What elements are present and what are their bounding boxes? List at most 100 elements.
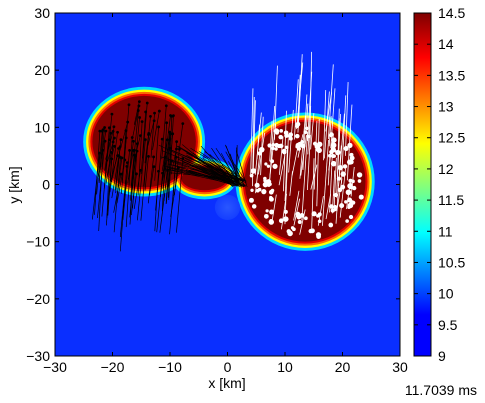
vector-arrow xyxy=(117,157,123,187)
vector-dot xyxy=(165,138,169,142)
vector-dot xyxy=(316,214,320,218)
vector-dot xyxy=(345,189,352,196)
vector-dot xyxy=(279,129,284,133)
vector-dot xyxy=(282,148,287,153)
vector-arrow xyxy=(217,168,236,181)
vector-arrow xyxy=(274,65,278,140)
vector-dot xyxy=(101,128,105,132)
vector-arrow xyxy=(250,88,254,175)
vector-arrow xyxy=(310,113,315,150)
vector-dot xyxy=(269,195,273,200)
vector-dot xyxy=(278,218,284,224)
vector-arrow xyxy=(133,170,141,210)
vector-arrow xyxy=(269,121,273,162)
x-tick-label: −30 xyxy=(43,359,67,375)
vector-dot xyxy=(107,126,111,130)
vector-dot xyxy=(147,133,150,137)
vector-arrow xyxy=(165,138,171,204)
x-tick-label: 10 xyxy=(277,359,293,375)
vector-dot xyxy=(297,220,302,225)
vector-dot xyxy=(342,164,348,169)
vector-dot xyxy=(284,133,289,138)
vector-dot xyxy=(306,134,310,139)
vector-dot xyxy=(168,132,172,136)
colorbar-tick-label: 12 xyxy=(438,161,454,177)
y-axis-label: y [km] xyxy=(6,166,22,203)
vector-dot xyxy=(303,130,308,135)
vector-dot xyxy=(168,137,172,141)
vector-arrow xyxy=(96,131,103,195)
vector-arrow xyxy=(167,116,173,198)
vector-dot xyxy=(278,134,283,140)
vector-dot xyxy=(267,143,272,148)
vector-arrow xyxy=(149,166,155,196)
y-tick-label: 30 xyxy=(34,5,50,21)
vector-arrow xyxy=(106,133,112,218)
vector-dot xyxy=(143,138,147,142)
vector-dot xyxy=(138,134,142,138)
vector-arrow xyxy=(116,159,126,204)
vector-arrow xyxy=(322,139,329,226)
vector-dot xyxy=(330,142,337,148)
x-tick-label: 0 xyxy=(224,359,232,375)
vector-arrow xyxy=(271,194,277,224)
vector-arrow xyxy=(339,168,346,218)
vector-dot xyxy=(270,159,275,164)
low-density-spot xyxy=(214,194,241,220)
vector-dot xyxy=(287,133,293,139)
vector-dot xyxy=(331,137,337,143)
vector-dot xyxy=(165,121,169,125)
colorbar-tick-label: 14 xyxy=(438,36,454,52)
vector-arrow xyxy=(300,134,307,176)
vector-dot xyxy=(317,219,322,224)
vector-dot xyxy=(330,160,337,167)
colorbar-tick-label: 10.5 xyxy=(438,254,465,270)
vector-arrow xyxy=(278,136,284,175)
vector-arrow xyxy=(221,164,243,180)
vector-dot xyxy=(311,211,317,217)
colorbar-tick-label: 13.5 xyxy=(438,67,465,83)
vector-arrow xyxy=(309,51,312,143)
vector-dot xyxy=(330,208,335,213)
vector-arrow xyxy=(260,116,264,176)
colorbar: 9 9.5 10 10.5 11 11.5 12 12.5 13 13.5 14 14.5 xyxy=(413,5,465,364)
vector-arrow xyxy=(122,150,130,221)
vector-dot xyxy=(111,140,115,144)
vector-arrow xyxy=(97,130,107,178)
vector-dot xyxy=(103,126,106,129)
vector-dot xyxy=(157,169,160,173)
vector-arrow xyxy=(156,173,163,233)
vector-dot xyxy=(305,126,309,131)
vector-dot xyxy=(300,139,305,144)
vector-arrow xyxy=(284,147,288,202)
vector-arrow xyxy=(209,168,247,184)
vector-dot xyxy=(160,137,164,141)
vector-arrow xyxy=(129,155,135,225)
vector-dot xyxy=(254,182,260,188)
vector-arrow xyxy=(254,112,262,175)
x-axis-ticks: −30 −20 −10 0 10 20 30 xyxy=(43,13,408,375)
vector-arrow xyxy=(278,155,286,186)
colorbar-ticks: 9 9.5 10 10.5 11 11.5 12 12.5 13 13.5 14 14.5 xyxy=(414,5,465,364)
vector-dot xyxy=(123,158,127,162)
vector-arrow xyxy=(167,148,245,181)
vector-arrow xyxy=(168,115,174,201)
vector-dot xyxy=(152,165,156,169)
vector-dot xyxy=(344,200,348,204)
vector-dot xyxy=(270,188,275,193)
colorbar-tick-label: 10 xyxy=(438,286,454,302)
colorbar-tick-label: 13 xyxy=(438,99,454,115)
vector-dot xyxy=(110,112,114,116)
x-axis-label: x [km] xyxy=(208,375,245,391)
vector-arrow xyxy=(187,165,237,187)
vector-dot xyxy=(144,110,148,114)
vector-dot xyxy=(272,163,278,169)
vector-arrow xyxy=(178,123,184,153)
vector-dot xyxy=(343,146,349,152)
vector-dot xyxy=(328,204,334,209)
vector-dot xyxy=(127,103,131,107)
vector-dot xyxy=(157,125,160,129)
time-label: 11.7039 ms xyxy=(404,382,477,398)
vector-arrow xyxy=(181,169,236,187)
vector-arrow xyxy=(161,139,168,172)
